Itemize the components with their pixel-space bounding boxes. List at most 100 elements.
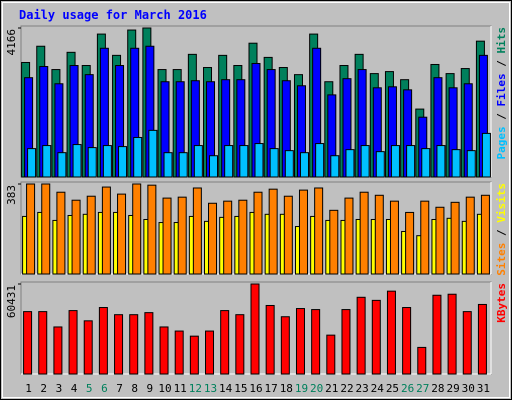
x-tick-label: 21: [325, 382, 338, 395]
x-tick-label: 29: [446, 382, 459, 395]
y-tick-label: 4166: [5, 29, 18, 56]
x-tick-label: 25: [386, 382, 399, 395]
bar: [462, 311, 472, 375]
legend: Pages / Files / Hits: [495, 27, 508, 160]
x-tick-label: 15: [234, 382, 247, 395]
x-tick-label: 6: [101, 382, 108, 395]
bar: [330, 155, 340, 178]
legend-entry: KBytes: [495, 283, 508, 323]
x-tick-label: 31: [477, 382, 490, 395]
y-tick-label: 60431: [5, 285, 18, 318]
x-tick-label: 4: [71, 382, 78, 395]
bar: [68, 310, 78, 375]
bar: [344, 197, 354, 275]
legend-separator: /: [495, 54, 508, 74]
bar: [209, 155, 219, 178]
bar: [420, 200, 430, 275]
bar: [159, 326, 169, 375]
bar: [148, 129, 158, 178]
legend-entry: Visits: [495, 183, 508, 223]
bar: [117, 193, 127, 275]
bar: [83, 320, 93, 375]
bar: [406, 145, 416, 178]
x-tick-label: 7: [116, 382, 123, 395]
bar: [375, 151, 385, 178]
x-tick-label: 17: [265, 382, 278, 395]
x-tick-label: 22: [340, 382, 353, 395]
bar: [250, 283, 260, 375]
bar: [71, 199, 81, 275]
bar: [57, 152, 67, 178]
bar: [132, 183, 142, 275]
bar: [162, 197, 172, 275]
x-tick-label: 1: [25, 382, 32, 395]
bar: [389, 200, 399, 275]
bar: [23, 311, 33, 375]
bar: [102, 145, 112, 178]
bar: [450, 201, 460, 275]
legend: KBytes: [495, 283, 508, 323]
bar: [417, 346, 427, 375]
x-tick-label: 19: [295, 382, 308, 395]
legend-entry: Hits: [495, 27, 508, 54]
bar: [390, 145, 400, 178]
bar: [129, 314, 139, 375]
bar: [284, 150, 294, 178]
x-tick-label: 12: [189, 382, 202, 395]
bar: [163, 152, 173, 178]
legend-separator: /: [495, 223, 508, 243]
x-tick-label: 20: [310, 382, 323, 395]
bar: [144, 312, 154, 375]
bar: [208, 202, 218, 275]
x-tick-label: 13: [204, 382, 217, 395]
x-tick-label: 10: [158, 382, 171, 395]
bar: [326, 334, 336, 375]
bar: [53, 326, 63, 375]
bar: [265, 304, 275, 375]
bar: [359, 191, 369, 275]
bar: [298, 189, 308, 275]
x-tick-label: 27: [416, 382, 429, 395]
bar: [42, 145, 52, 178]
bar: [72, 144, 82, 178]
bar: [465, 196, 475, 275]
bar: [311, 309, 321, 375]
x-tick-label: 2: [40, 382, 47, 395]
bar: [432, 294, 442, 375]
bar: [480, 194, 490, 275]
bar: [239, 145, 249, 178]
bar: [451, 149, 461, 178]
bar: [177, 196, 187, 275]
bar: [101, 186, 111, 275]
bar: [238, 199, 248, 275]
bar: [405, 211, 415, 275]
legend-entry: Pages: [495, 126, 508, 159]
y-tick-label: 383: [5, 185, 18, 205]
bar: [421, 148, 431, 178]
bar: [386, 290, 396, 375]
bar: [314, 187, 324, 275]
x-tick-label: 9: [147, 382, 154, 395]
bar: [283, 195, 293, 275]
bar: [87, 147, 97, 178]
chart-title: Daily usage for March 2016: [19, 8, 207, 22]
bar: [466, 150, 476, 178]
legend-entry: Sites: [495, 243, 508, 276]
legend-entry: Files: [495, 73, 508, 106]
x-tick-label: 24: [371, 382, 385, 395]
bar: [118, 146, 128, 178]
bar: [178, 152, 188, 178]
bar: [193, 145, 203, 178]
x-tick-label: 11: [174, 382, 187, 395]
bar: [329, 209, 339, 275]
bar: [481, 132, 491, 178]
legend-separator: /: [495, 107, 508, 127]
bar: [133, 136, 143, 178]
bar: [254, 143, 264, 178]
bar: [436, 145, 446, 178]
bar: [374, 194, 384, 275]
bar: [41, 183, 51, 275]
bar: [38, 311, 48, 375]
bar: [189, 335, 199, 375]
